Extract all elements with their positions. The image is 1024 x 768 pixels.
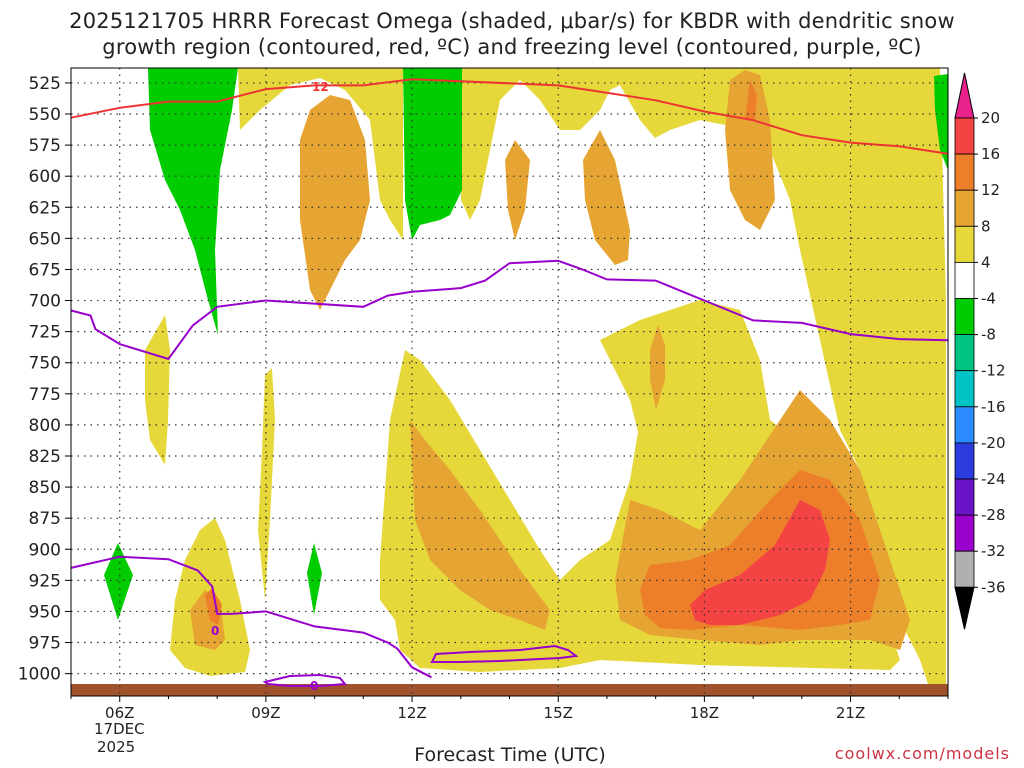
freezing-label-2: 0 — [310, 679, 318, 693]
y-tick-label-650: 650 — [29, 229, 61, 249]
omega-band-descent — [104, 68, 948, 620]
omega-dkorange-3 — [745, 80, 757, 120]
omega-orange-4 — [725, 70, 775, 230]
y-tick-label-600: 600 — [29, 167, 61, 187]
colorbar-label--24: -24 — [981, 470, 1006, 488]
y-tick-label-750: 750 — [29, 354, 61, 374]
omega-shading — [71, 68, 948, 696]
colorbar-swatch-11 — [954, 514, 975, 552]
freezing-label-1: 0 — [211, 624, 219, 638]
omega-green-3 — [104, 543, 133, 620]
y-tick-label-525: 525 — [29, 74, 61, 94]
y-tick-label-925: 925 — [29, 571, 61, 591]
colorbar-swatch-8 — [954, 406, 975, 444]
colorbar-label-8: 8 — [981, 217, 991, 235]
freezing-level-lower — [70, 555, 432, 679]
omega-orange-8 — [650, 325, 665, 410]
colorbar-swatch-6 — [954, 334, 975, 372]
date-day: 17DEC — [94, 720, 145, 738]
omega-green-1 — [148, 68, 238, 335]
freezing-loop-2 — [262, 673, 348, 687]
contour-lines: 12 0 0 — [70, 78, 949, 693]
colorbar-label--4: -4 — [981, 290, 996, 308]
colorbar-label-4: 4 — [981, 253, 991, 271]
colorbar-top-arrow — [954, 72, 975, 119]
x-axis: 06Z 09Z 12Z 15Z 18Z 21Z — [70, 696, 949, 722]
date-year: 2025 — [97, 738, 136, 756]
y-tick-label-1000: 1000 — [18, 665, 61, 685]
omega-orange-2 — [505, 140, 530, 240]
chart-title: 2025121705 HRRR Forecast Omega (shaded, … — [0, 8, 1024, 60]
y-tick-label-625: 625 — [29, 198, 61, 218]
colorbar-swatch-1 — [954, 153, 975, 191]
omega-orange-1 — [300, 95, 370, 310]
colorbar-label--28: -28 — [981, 506, 1006, 524]
omega-green-2 — [403, 68, 462, 240]
colorbar-label-16: 16 — [981, 145, 1000, 163]
omega-orange-3 — [583, 130, 630, 265]
y-tick-label-900: 900 — [29, 540, 61, 560]
x-tick-label-21Z: 21Z — [836, 704, 865, 722]
omega-yellow-left-1 — [145, 315, 170, 465]
y-axis: 525 550 575 600 625 650 675 700 725 750 775 800 825 8… — [18, 74, 71, 685]
colorbar-label--16: -16 — [981, 398, 1006, 416]
freezing-loop-1 — [430, 644, 579, 663]
colorbar-label--20: -20 — [981, 434, 1006, 452]
colorbar-swatch-3 — [954, 225, 975, 263]
colorbar-label-12: 12 — [981, 181, 1000, 199]
ground-surface — [71, 684, 948, 696]
title-line-2: growth region (contoured, red, ºC) and f… — [102, 35, 922, 59]
dgz-contour-label: 12 — [312, 80, 329, 94]
y-tick-label-675: 675 — [29, 260, 61, 280]
x-tick-label-18Z: 18Z — [690, 704, 719, 722]
omega-green-5 — [934, 74, 948, 170]
omega-green-4 — [307, 543, 322, 615]
colorbar-label--12: -12 — [981, 362, 1006, 380]
x-axis-label: Forecast Time (UTC) — [414, 744, 606, 766]
colorbar-swatch-12 — [954, 550, 975, 588]
colorbar-swatch-5 — [954, 298, 975, 335]
x-tick-label-12Z: 12Z — [397, 704, 426, 722]
freezing-level-upper — [70, 259, 949, 361]
omega-red-core — [690, 500, 830, 625]
omega-yellow-upper — [238, 68, 946, 690]
colorbar-swatch-0 — [954, 117, 975, 155]
y-tick-label-850: 850 — [29, 478, 61, 498]
title-line-1: 2025121705 HRRR Forecast Omega (shaded, … — [69, 9, 955, 33]
omega-band-16-20 — [690, 500, 830, 625]
y-tick-label-575: 575 — [29, 136, 61, 156]
y-tick-label-725: 725 — [29, 323, 61, 343]
omega-dkorange-1 — [205, 588, 222, 625]
colorbar-bottom-arrow — [954, 586, 975, 630]
y-tick-label-775: 775 — [29, 385, 61, 405]
colorbar-swatch-10 — [954, 478, 975, 516]
colorbar-swatch-9 — [954, 442, 975, 480]
x-tick-label-09Z: 09Z — [251, 704, 280, 722]
colorbar-swatch-7 — [954, 370, 975, 408]
y-tick-label-950: 950 — [29, 602, 61, 622]
credit-link[interactable]: coolwx.com/models — [834, 744, 1010, 763]
colorbar-label-20: 20 — [981, 109, 1000, 127]
colorbar-swatch-4 — [954, 261, 975, 299]
colorbar: 20 16 12 8 4 -4 -8 -12 -16 -20 -24 -28 -32 -36 — [954, 72, 1006, 630]
x-tick-label-06Z: 06Z — [105, 704, 134, 722]
y-tick-label-700: 700 — [29, 292, 61, 312]
y-tick-label-800: 800 — [29, 416, 61, 436]
x-tick-label-15Z: 15Z — [544, 704, 573, 722]
colorbar-label--8: -8 — [981, 326, 996, 344]
y-tick-label-975: 975 — [29, 634, 61, 654]
omega-yellow-left-3 — [258, 368, 275, 600]
colorbar-label--36: -36 — [981, 578, 1006, 596]
omega-orange-6 — [410, 420, 550, 630]
colorbar-label--32: -32 — [981, 542, 1006, 560]
y-tick-label-550: 550 — [29, 105, 61, 125]
grid-lines — [71, 68, 948, 696]
colorbar-swatch-2 — [954, 189, 975, 227]
y-tick-label-875: 875 — [29, 509, 61, 529]
dgz-contour-12 — [70, 78, 949, 155]
y-tick-label-825: 825 — [29, 447, 61, 467]
